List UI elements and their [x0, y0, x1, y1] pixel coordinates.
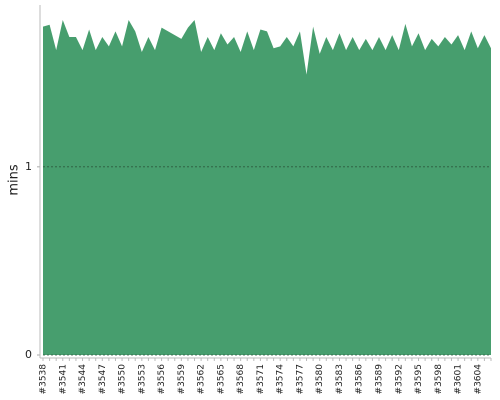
x-tick-label: #3574: [276, 364, 286, 395]
x-tick-label: #3538: [39, 364, 49, 395]
x-tick-label: #3568: [236, 364, 246, 395]
x-tick-label: #3553: [137, 364, 147, 394]
x-tick-label: #3556: [157, 364, 167, 395]
x-tick-label: #3589: [375, 364, 385, 395]
x-tick-label: #3592: [394, 364, 404, 394]
y-axis-label: mins: [7, 164, 22, 196]
x-tick-label: #3559: [177, 364, 187, 395]
x-tick-label: #3580: [315, 364, 325, 395]
x-tick-label: #3595: [414, 364, 424, 394]
x-tick-label: #3586: [355, 364, 365, 395]
x-tick-label: #3604: [473, 364, 483, 395]
x-tick-label: #3550: [118, 364, 128, 395]
y-tick-label: 1: [25, 160, 32, 173]
x-tick-label: #3565: [216, 364, 226, 394]
x-tick-label: #3562: [197, 364, 207, 394]
x-tick-label: #3598: [434, 364, 444, 395]
area: [43, 20, 491, 356]
x-tick-label: #3571: [256, 364, 266, 394]
x-tick-label: #3577: [295, 364, 305, 394]
x-tick-label: #3547: [98, 364, 108, 394]
x-tick-label: #3541: [58, 364, 68, 394]
x-tick-label: #3601: [454, 364, 464, 394]
y-tick-label: 0: [25, 348, 32, 361]
x-tick-label: #3544: [78, 364, 88, 395]
x-tick-label: #3583: [335, 364, 345, 394]
